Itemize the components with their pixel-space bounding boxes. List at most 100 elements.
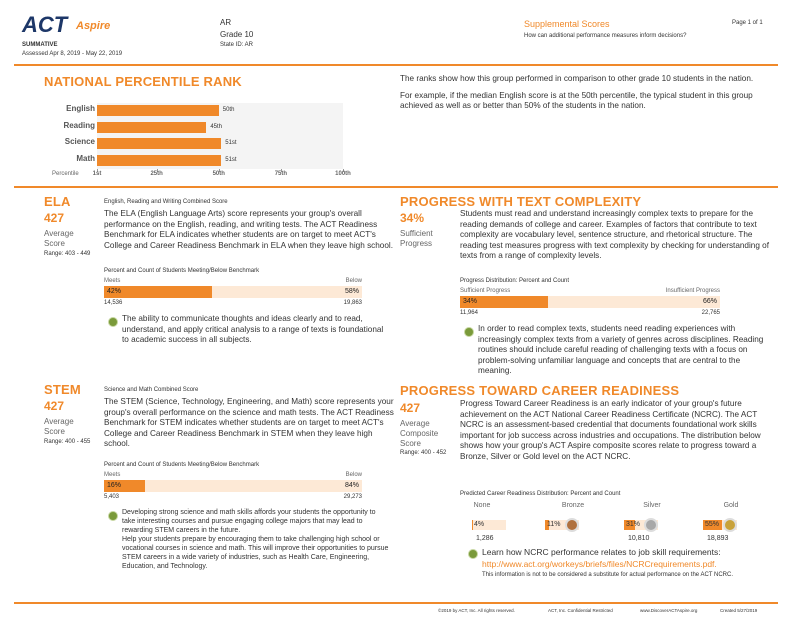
level-name: Silver — [643, 502, 661, 509]
left-label: Meets — [104, 278, 121, 284]
segment: 66% — [548, 296, 720, 308]
assessed: Assessed Apr 8, 2019 - May 22, 2019 — [22, 51, 123, 57]
benchmark-title: Percent and Count of Students Meeting/Be… — [104, 462, 260, 468]
level-count: 10,810 — [628, 535, 650, 542]
page-number: Page 1 of 1 — [732, 20, 763, 26]
level-count: 1,286 — [476, 535, 494, 542]
value-label: 51st — [225, 140, 237, 146]
segment: 16% — [104, 480, 146, 492]
tip: In order to read complex texts, students… — [478, 324, 776, 377]
section-subtitle: Science and Math Combined Score — [104, 387, 199, 393]
section-title: PROGRESS TOWARD CAREER READINESS — [400, 383, 680, 398]
segment: 42% — [104, 286, 213, 298]
score: 427 — [400, 401, 421, 415]
divider — [14, 186, 778, 188]
tip-paragraph: Developing strong science and math skill… — [122, 509, 376, 534]
category-label: Math — [76, 153, 95, 163]
tick-mark — [280, 169, 282, 172]
section-title: ELA — [44, 194, 71, 209]
tip-paragraph: The ability to communicate thoughts and … — [122, 314, 384, 344]
tick-mark — [343, 169, 344, 172]
range: Range: 403 - 449 — [44, 251, 91, 257]
segment-label: 42% — [107, 288, 122, 295]
report-title: Supplemental Scores — [524, 19, 610, 29]
level-pct: 11% — [547, 521, 561, 528]
level-bar — [624, 520, 635, 530]
score: 427 — [44, 211, 65, 225]
report-subtitle: How can additional performance measures … — [524, 33, 687, 39]
tip-icon — [108, 317, 118, 327]
right-label: Below — [345, 472, 362, 478]
segment-label: 16% — [107, 482, 122, 489]
distribution-title: Predicted Career Readiness Distribution:… — [460, 491, 621, 497]
tip-icon — [468, 549, 478, 559]
level-pct: 4% — [474, 521, 485, 528]
grade: Grade 10 — [220, 30, 254, 39]
left-label: Meets — [104, 472, 121, 478]
value-label: 50th — [222, 107, 235, 113]
level-name: Gold — [723, 502, 739, 509]
tip-paragraph: In order to read complex texts, students… — [478, 324, 764, 375]
created: Created 5/27/2019 — [720, 608, 758, 613]
right-label: Insufficient Progress — [665, 288, 720, 294]
medal — [723, 518, 737, 532]
tick-mark — [156, 169, 158, 172]
medal — [565, 518, 579, 532]
level-track — [472, 520, 506, 530]
section-title: STEM — [44, 382, 81, 397]
logo-act: ACT — [22, 12, 68, 37]
left-count: 14,536 — [104, 300, 123, 306]
bar — [97, 138, 222, 149]
tip-paragraph: Help your students prepare by encouragin… — [122, 536, 389, 570]
category-label: English — [66, 104, 95, 113]
segment: 58% — [212, 286, 362, 298]
x-tick-label: 50th — [212, 171, 225, 177]
benchmark-bar: 42% 58% — [104, 286, 362, 298]
level-track — [545, 520, 579, 530]
disclaimer: This information is not to be considered… — [482, 572, 734, 578]
value-label: 51st — [225, 156, 237, 163]
level-bar — [472, 520, 474, 530]
segment: 84% — [145, 480, 362, 492]
section-title: PROGRESS WITH TEXT COMPLEXITY — [400, 194, 642, 209]
level-bar — [545, 520, 549, 530]
paragraph: The ranks show how this group performed … — [400, 74, 754, 83]
copyright: ©2019 by ACT, Inc. All rights reserved. — [438, 608, 515, 613]
tip-icon — [108, 511, 118, 521]
website: www.DiscoverACTAspire.org — [640, 608, 698, 613]
description: The ELA (English Language Arts) score re… — [104, 209, 394, 250]
state: AR — [220, 18, 232, 27]
level-track — [703, 520, 737, 530]
x-tick-label: 25th — [150, 171, 163, 177]
right-count: 22,765 — [701, 310, 720, 316]
category-label: Science — [64, 137, 95, 146]
level-track — [624, 520, 658, 530]
range: Range: 400 - 455 — [44, 439, 91, 445]
section-title: NATIONAL PERCENTILE RANK — [44, 74, 242, 89]
tip: Developing strong science and math skill… — [122, 508, 390, 571]
axis-label: Percentile — [52, 171, 79, 177]
section-subtitle: English, Reading and Writing Combined Sc… — [104, 199, 228, 205]
link-lead: Learn how NCRC performance relates to jo… — [482, 547, 721, 557]
benchmark-title: Percent and Count of Students Meeting/Be… — [104, 268, 260, 274]
state-id: State ID: AR — [220, 42, 254, 48]
bar — [97, 121, 207, 133]
logo-aspire: Aspire — [76, 20, 111, 32]
x-tick-label: 1st — [92, 171, 102, 177]
segment-label: 66% — [702, 298, 717, 305]
level-name: Bronze — [561, 502, 585, 509]
bar — [97, 105, 219, 116]
segment-label: 58% — [344, 288, 359, 295]
right-count: 19,863 — [343, 300, 362, 306]
summative: SUMMATIVE — [22, 42, 58, 48]
segment-label: 84% — [344, 482, 359, 489]
medal — [644, 518, 658, 532]
category-label: Reading — [63, 120, 95, 130]
x-tick-label: 100th — [335, 171, 351, 177]
right-label: Below — [345, 278, 362, 284]
divider — [14, 64, 778, 66]
value-label: 45th — [210, 123, 223, 130]
ncrc-link[interactable]: http://www.act.org/workeys/briefs/files/… — [482, 559, 717, 569]
right-count: 29,273 — [343, 494, 362, 500]
